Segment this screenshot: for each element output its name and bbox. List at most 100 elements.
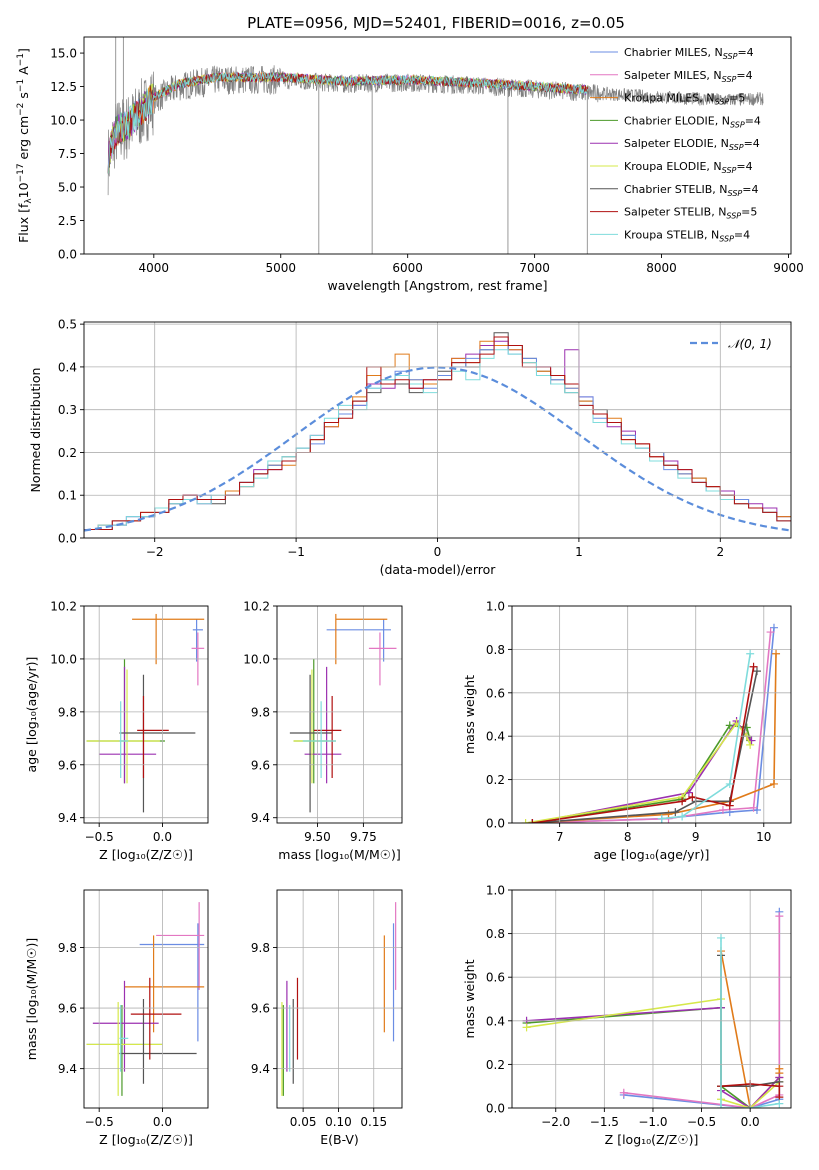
errorbar-point (119, 1005, 129, 1072)
spectrum-title: PLATE=0956, MJD=52401, FIBERID=0016, z=0… (247, 14, 625, 32)
y-tick-label: 9.8 (58, 705, 77, 719)
x-tick-label: 9.75 (350, 830, 377, 844)
y-tick-label: 0.0 (58, 532, 77, 546)
x-axis-label: E(B-V) (320, 1132, 359, 1147)
weight-marker (725, 801, 734, 810)
weight-marker (775, 1082, 784, 1091)
panel-age-weight: 7 8 9 10 0.0 0.2 0.4 0.6 0.8 1.0 age [log₁₀(age/yr… (462, 600, 792, 862)
x-tick-label: 0 (434, 545, 442, 559)
y-tick-label: 9.8 (58, 941, 77, 955)
y-axis-label-part: s (16, 92, 31, 103)
panel-ebv-mass: 0.05 0.10 0.15 9.4 9.6 9.8 E(B-V) (251, 889, 403, 1147)
legend-label-part: =4 (736, 160, 752, 173)
errorbar-point (313, 695, 342, 779)
x-axis-label: age [log₁₀(age/yr)] (594, 847, 710, 862)
y-axis-label: mass weight (462, 959, 477, 1038)
y-tick-label: 0.2 (486, 773, 505, 787)
axes-frame (511, 605, 792, 824)
errorbar-point (119, 701, 129, 779)
y-axis-label-part: −1 (16, 79, 26, 92)
errorbar-point (326, 619, 391, 662)
y-tick-label: 9.4 (58, 811, 77, 825)
errorbar-point (124, 935, 205, 1033)
legend-label-part: Salpeter ELODIE, N (624, 137, 729, 150)
x-axis-label: wavelength [Angstrom, rest frame] (327, 278, 547, 293)
legend-label: Kroupa STELIB, NSSP=4 (624, 228, 750, 243)
y-tick-label: 9.8 (251, 705, 270, 719)
legend-label-part: SSP (728, 189, 743, 198)
x-axis-label: mass [log₁₀(M/M☉)] (278, 847, 400, 862)
y-tick-label: 9.4 (58, 1062, 77, 1076)
legend-label-part: SSP (726, 212, 741, 221)
weight-marker (749, 662, 758, 671)
y-axis-label: mass [log₁₀(M/M☉)] (24, 938, 39, 1060)
legend-label-part: =5 (741, 206, 757, 219)
weight-marker (742, 723, 751, 732)
errorbar-point (130, 977, 182, 1060)
axes-frame (83, 605, 209, 824)
x-tick-label: 0.0 (153, 830, 172, 844)
weight-marker (766, 628, 775, 637)
axes-frame (83, 889, 209, 1109)
y-tick-label: 10.0 (50, 652, 77, 666)
weight-line (623, 916, 781, 1108)
y-tick-label: 5.0 (58, 181, 77, 195)
errorbar-point (92, 980, 159, 1072)
y-tick-label: 0.2 (486, 1058, 505, 1072)
y-tick-label: 0.2 (58, 446, 77, 460)
x-tick-label: 6000 (392, 261, 423, 275)
x-tick-label: 2 (716, 545, 724, 559)
y-tick-label: 0.4 (486, 1014, 505, 1028)
x-tick-label: 7 (556, 830, 564, 844)
x-tick-label: −1.5 (590, 1115, 619, 1129)
y-tick-label: 12.5 (50, 80, 77, 94)
y-tick-label: 0.6 (486, 971, 505, 985)
weight-marker (688, 792, 697, 801)
y-axis-label: mass weight (462, 675, 477, 754)
y-tick-label: 9.8 (251, 941, 270, 955)
y-axis-label-part: ] (16, 48, 31, 53)
x-tick-label: −0.5 (85, 830, 114, 844)
weight-marker (752, 667, 761, 676)
legend-label: 𝒩(0, 1) (728, 337, 772, 351)
y-tick-label: 9.6 (58, 1002, 77, 1016)
legend-label-part: SSP (714, 98, 729, 107)
legend-label-part: Salpeter STELIB, N (624, 206, 726, 219)
x-tick-label: 7000 (519, 261, 550, 275)
axes-frame (83, 36, 792, 255)
y-axis-label: Flux [fλ10−17 erg cm−2 s−1 A−1] (16, 48, 34, 243)
model-spectrum-line (107, 71, 589, 174)
y-tick-label: 0.1 (58, 489, 77, 503)
legend-label: Chabrier MILES, NSSP=4 (624, 46, 754, 61)
x-tick-label: −0.5 (687, 1115, 716, 1129)
plot-area-z-weight (522, 907, 784, 1108)
x-tick-label: −1.0 (638, 1115, 667, 1129)
y-tick-label: 0.0 (58, 248, 77, 262)
histogram-step (84, 336, 791, 538)
legend-label-part: =4 (734, 228, 750, 241)
y-tick-label: 10.0 (50, 114, 77, 128)
plot-area-z-age (86, 613, 205, 813)
x-axis-label: (data-model)/error (380, 562, 497, 577)
x-tick-label: 8 (624, 830, 632, 844)
x-tick-label: 0.15 (360, 1115, 387, 1129)
y-tick-label: 10.2 (243, 600, 270, 614)
legend-label: Kroupa MILES, NSSP=5 (624, 92, 745, 107)
y-axis-label-part: −1 (16, 53, 26, 66)
y-tick-label: 10.2 (50, 600, 77, 614)
legend-label-part: =4 (736, 69, 752, 82)
weight-marker (775, 1099, 784, 1108)
x-axis-label: Z [log₁₀(Z/Z☉)] (605, 1132, 699, 1147)
legend-label-part: Kroupa MILES, N (624, 92, 714, 105)
plot-area-age-weight (521, 623, 781, 823)
axes-frame (83, 321, 792, 539)
legend-label: Salpeter STELIB, NSSP=5 (624, 206, 757, 221)
weight-line (720, 938, 780, 1108)
x-tick-label: 9000 (773, 261, 804, 275)
legend-label-part: Chabrier STELIB, N (624, 183, 728, 196)
plot-area-spectrum (107, 37, 764, 254)
weight-marker (772, 649, 781, 658)
y-tick-label: 10.0 (243, 652, 270, 666)
y-tick-label: 9.6 (58, 758, 77, 772)
y-tick-label: 15.0 (50, 47, 77, 61)
